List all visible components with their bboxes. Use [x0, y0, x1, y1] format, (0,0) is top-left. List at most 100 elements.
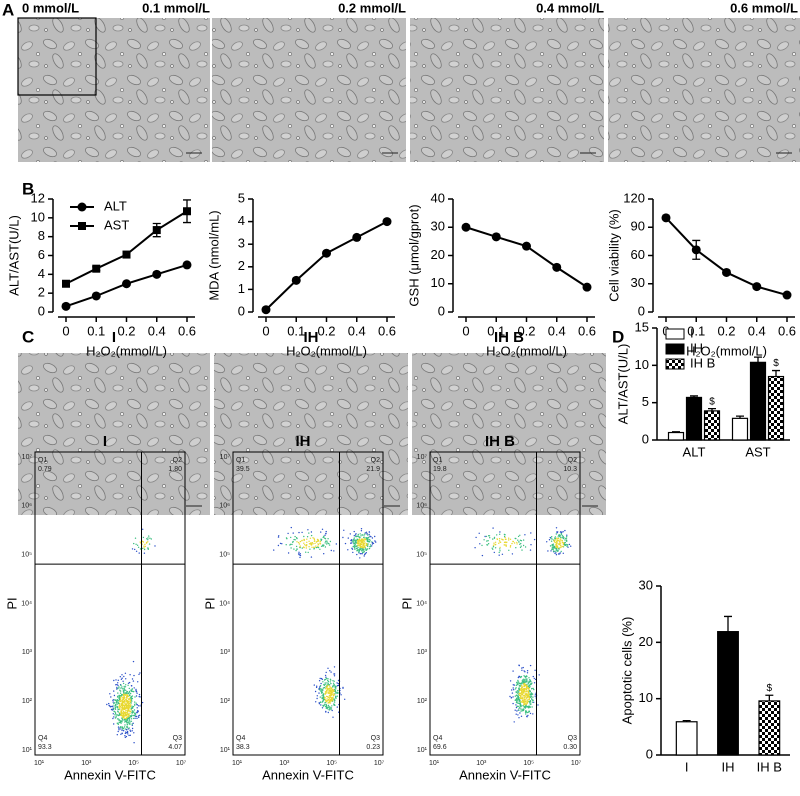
event-dot: [369, 539, 371, 541]
event-dot: [125, 719, 128, 721]
event-dot: [522, 539, 525, 541]
event-dot: [326, 682, 328, 684]
event-dot: [518, 682, 520, 684]
event-dot: [114, 711, 117, 713]
event-dot: [297, 541, 300, 544]
event-dot: [124, 724, 126, 726]
x-tick-label: 10⁵: [326, 760, 337, 767]
event-dot: [114, 704, 117, 707]
y-tick-label: 10: [639, 690, 653, 705]
event-dot: [512, 540, 514, 543]
event-dot: [474, 547, 476, 549]
event-dot: [557, 531, 559, 533]
event-dot: [329, 685, 331, 688]
event-dot: [113, 716, 115, 718]
event-dot: [524, 692, 526, 694]
event-dot: [124, 711, 127, 713]
event-dot: [118, 706, 120, 708]
event-dot: [523, 689, 525, 691]
event-dot: [533, 688, 535, 691]
y-tick-label: 1: [238, 281, 245, 296]
event-dot: [504, 541, 506, 543]
plot-frame: [232, 451, 384, 756]
event-dot: [134, 701, 136, 703]
event-dot: [112, 699, 114, 701]
event-dot: [131, 730, 133, 732]
event-dot: [364, 542, 366, 544]
event-dot: [526, 696, 528, 698]
event-dot: [559, 535, 561, 538]
event-dot: [125, 678, 127, 680]
event-dot: [332, 693, 334, 695]
event-dot: [478, 532, 480, 534]
event-dot: [526, 716, 528, 718]
event-dot: [526, 683, 528, 686]
flow-plot: [474, 527, 572, 723]
event-dot: [131, 712, 133, 714]
event-dot: [319, 701, 322, 704]
event-dot: [367, 536, 370, 539]
event-dot: [118, 721, 120, 724]
event-dot: [362, 544, 364, 546]
event-dot: [131, 688, 134, 690]
y-tick-label: 10⁶: [219, 503, 230, 510]
event-dot: [516, 698, 518, 700]
event-dot: [561, 540, 563, 542]
event-dot: [344, 698, 346, 700]
event-dot: [131, 548, 134, 550]
event-dot: [528, 688, 530, 691]
event-dot: [568, 543, 571, 546]
event-dot: [351, 548, 354, 550]
event-dot: [363, 536, 365, 539]
event-dot: [130, 689, 133, 691]
event-dot: [529, 549, 532, 551]
event-dot: [310, 556, 313, 558]
event-dot: [131, 690, 133, 693]
event-dot: [530, 532, 532, 534]
event-dot: [303, 535, 305, 538]
event-dot: [317, 546, 320, 549]
event-dot: [121, 732, 123, 735]
event-dot: [301, 547, 303, 549]
event-dot: [149, 537, 151, 539]
event-dot: [524, 671, 526, 673]
event-dot: [113, 705, 115, 707]
event-dot: [514, 695, 516, 697]
event-dot: [357, 533, 359, 536]
event-dot: [360, 528, 363, 530]
event-dot: [124, 701, 126, 703]
event-dot: [523, 670, 525, 672]
event-dot: [118, 729, 120, 731]
event-dot: [353, 530, 355, 533]
event-dot: [521, 682, 523, 684]
event-dot: [133, 709, 136, 711]
event-dot: [519, 543, 521, 545]
event-dot: [129, 729, 131, 731]
event-dot: [523, 685, 525, 688]
event-dot: [337, 684, 340, 687]
event-dot: [120, 678, 123, 680]
event-dot: [322, 536, 324, 539]
event-dot: [116, 688, 118, 690]
x-tick-label: 0.6: [578, 323, 596, 338]
quadrant-name: Q3: [568, 735, 577, 742]
event-dot: [321, 707, 324, 709]
event-dot: [119, 692, 122, 694]
event-dot: [305, 551, 307, 553]
event-dot: [144, 543, 146, 546]
event-dot: [273, 549, 275, 551]
event-dot: [122, 710, 125, 713]
event-dot: [360, 535, 362, 537]
data-point: [491, 232, 501, 242]
event-dot: [127, 712, 129, 715]
plot-frame: [429, 451, 581, 756]
x-tick-label: 0.1: [287, 323, 305, 338]
event-dot: [552, 544, 554, 547]
event-dot: [122, 701, 124, 703]
event-dot: [326, 540, 328, 542]
event-dot: [296, 537, 298, 540]
event-dot: [128, 710, 131, 712]
event-dot: [118, 686, 120, 688]
event-dot: [521, 699, 524, 702]
event-dot: [530, 544, 532, 546]
